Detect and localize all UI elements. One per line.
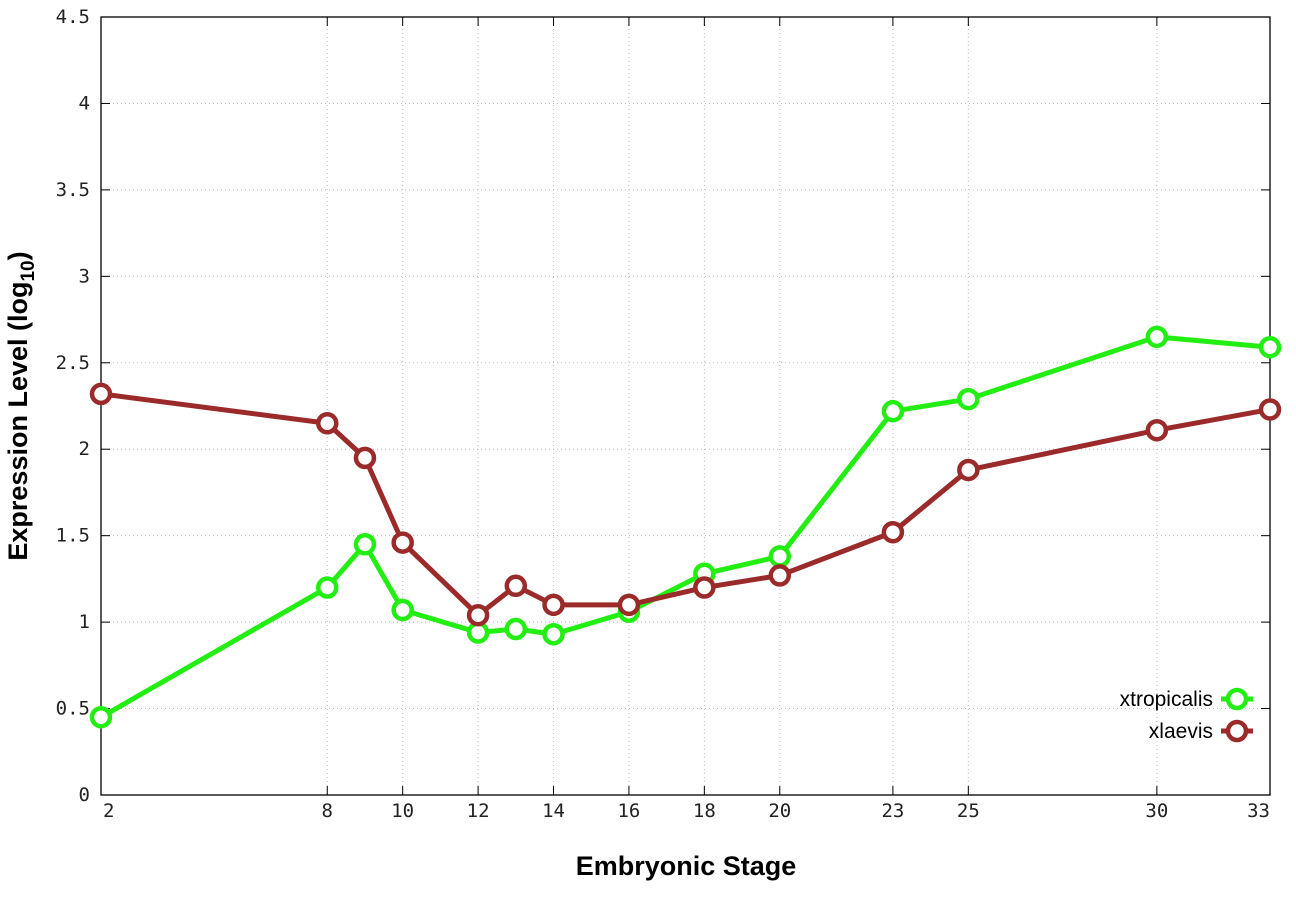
y-tick-label: 2: [79, 438, 90, 460]
data-point-xlaevis: [617, 593, 641, 617]
y-tick-label: 1: [79, 611, 90, 633]
data-point-xlaevis: [353, 446, 377, 470]
y-tick-label: 4.5: [56, 6, 90, 28]
legend-label: xlaevis: [1149, 720, 1213, 743]
data-point-xtropicalis: [542, 622, 565, 646]
data-point-xtropicalis: [353, 533, 377, 556]
x-tick-label: 8: [322, 800, 333, 822]
y-axis-title: Expression Level (log10): [3, 251, 39, 560]
x-tick-label: 23: [881, 800, 904, 822]
x-tick-label: 25: [957, 800, 980, 822]
y-tick-label: 0.5: [56, 698, 90, 720]
legend-item-xlaevis: xlaevis: [1149, 719, 1253, 743]
y-tick-label: 0: [79, 784, 90, 806]
data-point-xtropicalis: [1258, 335, 1282, 359]
data-point-xlaevis: [693, 576, 716, 599]
data-point-xtropicalis: [391, 598, 414, 622]
data-point-xlaevis: [881, 520, 905, 544]
axis-ticks: 0 0.5 1 1.5 2 2.5 3 3.5 4 4.5 2 8 10 12 14 16 18 20 23 25 30…: [56, 6, 1271, 822]
x-tick-label: 14: [542, 800, 565, 822]
y-tick-label: 4: [79, 92, 90, 114]
grid-lines: [101, 17, 1270, 795]
y-tick-label: 3: [79, 265, 90, 287]
legend-swatch-marker: [1225, 719, 1249, 743]
x-tick-label: 12: [467, 800, 490, 822]
data-point-xlaevis: [504, 574, 528, 598]
y-tick-label: 3.5: [56, 179, 90, 201]
data-point-xlaevis: [542, 593, 565, 617]
x-tick-label: 20: [768, 800, 791, 822]
legend-item-xtropicalis: xtropicalis: [1120, 687, 1253, 711]
x-tick-label: 30: [1145, 800, 1168, 822]
series-line-xlaevis: [100, 391, 1271, 618]
data-point-xtropicalis: [768, 545, 792, 568]
data-point-xtropicalis: [504, 617, 528, 641]
data-point-xlaevis: [768, 564, 792, 587]
data-point-xlaevis: [1258, 398, 1282, 421]
data-point-xtropicalis: [1145, 325, 1169, 349]
legend: xtropicalis xlaevis: [1120, 687, 1253, 743]
series-xlaevis: [89, 382, 1282, 627]
x-tick-label: 33: [1247, 800, 1270, 822]
series-line-xtropicalis: [99, 334, 1271, 720]
data-point-xlaevis: [391, 531, 414, 554]
x-tick-label: 16: [617, 800, 640, 822]
y-tick-label: 2.5: [56, 352, 90, 374]
data-point-xtropicalis: [957, 387, 980, 411]
data-point-xtropicalis: [89, 705, 113, 729]
plot-frame: [100, 16, 1271, 796]
series-lines: [89, 325, 1282, 729]
x-tick-label: 2: [103, 800, 114, 822]
data-point-xlaevis: [466, 603, 490, 627]
legend-swatch-marker: [1225, 687, 1249, 711]
x-axis-title: Embryonic Stage: [576, 851, 797, 881]
series-xtropicalis: [89, 325, 1282, 729]
data-point-xtropicalis: [316, 576, 339, 599]
data-point-xlaevis: [89, 382, 113, 406]
data-point-xlaevis: [316, 412, 339, 435]
data-point-xlaevis: [957, 458, 980, 482]
legend-label: xtropicalis: [1120, 688, 1213, 711]
data-point-xlaevis: [1145, 418, 1169, 442]
data-point-xtropicalis: [881, 399, 905, 423]
y-tick-label: 1.5: [56, 525, 90, 547]
x-tick-label: 10: [391, 800, 414, 822]
x-tick-label: 18: [693, 800, 716, 822]
